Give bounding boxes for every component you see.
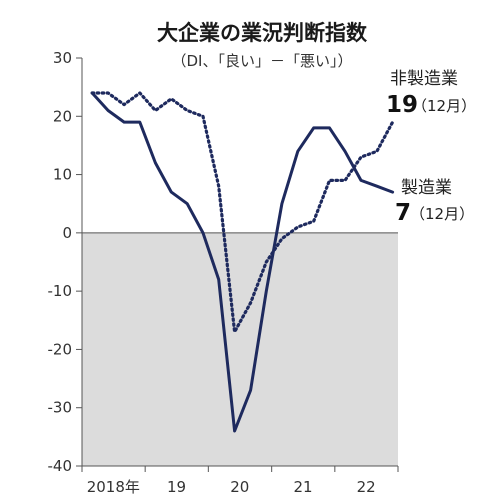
x-tick-label: 21 <box>293 478 312 496</box>
negative-region-shade <box>82 232 398 466</box>
y-tick-label: -40 <box>48 457 73 475</box>
series-line-manufacturing <box>90 91 395 433</box>
chart-title: 大企業の業況判断指数 <box>157 21 368 45</box>
x-tick-label: 2018年 <box>87 478 140 496</box>
series-note-nonmanufacturing: （12月） <box>412 97 476 115</box>
series-value-manufacturing: 7 <box>395 200 411 226</box>
x-tick-label: 22 <box>357 478 376 496</box>
series-note-manufacturing: （12月） <box>410 205 474 223</box>
series-name-manufacturing: 製造業 <box>401 178 452 198</box>
y-tick-label: 0 <box>62 224 72 242</box>
y-tick-label: 10 <box>53 166 72 184</box>
x-tick-label: 20 <box>230 478 249 496</box>
y-tick-label: 30 <box>53 49 72 67</box>
plot-area: 30 20 10 0 -10 -20 -30 -40 2018年 19 20 21 22 <box>48 49 399 496</box>
series-line-nonmanufacturing <box>90 91 395 334</box>
y-tick-label: -30 <box>48 399 73 417</box>
y-tick-label: -20 <box>48 340 73 358</box>
y-tick-label: 20 <box>53 107 72 125</box>
series-name-nonmanufacturing: 非製造業 <box>390 69 458 89</box>
x-tick-label: 19 <box>167 478 186 496</box>
chart-subtitle: （DI、「良い」－「悪い」） <box>172 52 353 70</box>
series-labels: 非製造業 19 （12月） 製造業 7 （12月） <box>386 69 476 226</box>
y-tick-label: -10 <box>48 282 73 300</box>
series-value-nonmanufacturing: 19 <box>386 92 418 118</box>
